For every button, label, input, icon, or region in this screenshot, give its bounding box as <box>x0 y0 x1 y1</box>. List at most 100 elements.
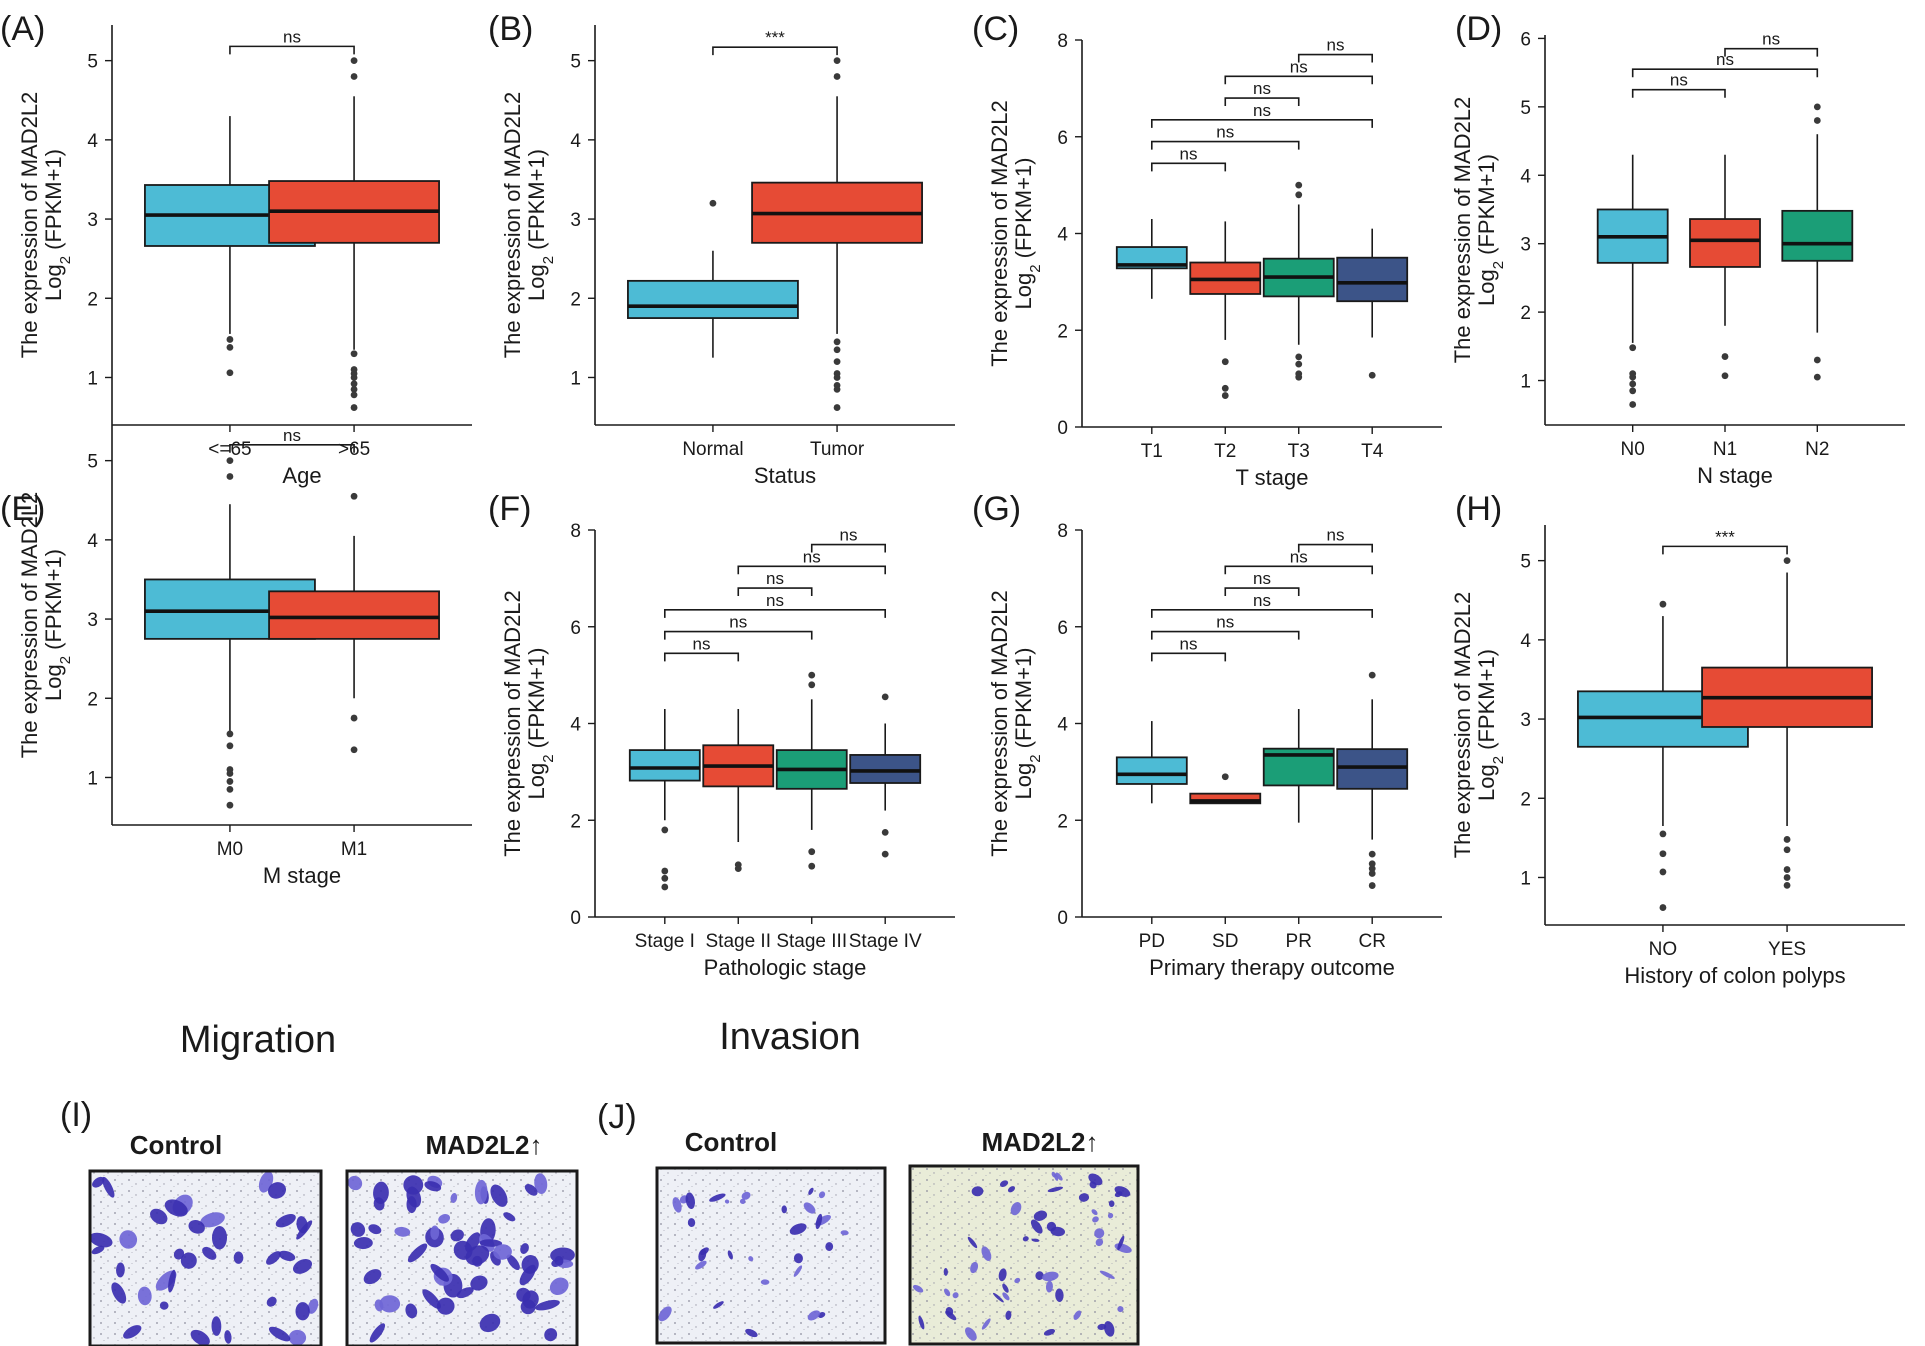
stained-cell <box>92 1176 105 1188</box>
stained-cell <box>522 1290 539 1309</box>
outlier-point-h <box>1659 868 1667 876</box>
stained-cell <box>808 1187 814 1195</box>
stained-cell <box>967 1236 978 1249</box>
significance-label-g: ns <box>1290 547 1308 566</box>
y-tick-label-g: 2 <box>1057 811 1068 832</box>
stained-cell <box>430 1225 440 1240</box>
y-tick-label-c: 0 <box>1057 418 1068 439</box>
stained-cell <box>672 1197 682 1213</box>
outlier-point-d <box>1629 344 1637 352</box>
stained-cell <box>685 1192 696 1210</box>
x-tick-label-h: YES <box>1768 939 1806 960</box>
stained-cell <box>1042 1271 1059 1282</box>
outlier-point-a <box>350 380 358 388</box>
stained-cell <box>1108 1200 1115 1208</box>
panel-label-c: (C) <box>972 10 1019 48</box>
outlier-point-f <box>881 693 889 701</box>
outlier-point-d <box>1721 372 1729 380</box>
stained-cell <box>200 1212 225 1228</box>
y-tick-label-a: 1 <box>87 368 98 389</box>
outlier-point-h <box>1783 881 1791 889</box>
stained-cell <box>695 1260 707 1270</box>
y-tick-label-g: 4 <box>1057 715 1068 736</box>
y-axis-title-c: The expression of MAD2L2 <box>987 100 1012 367</box>
stained-cell <box>436 1297 455 1315</box>
stained-cell <box>233 1251 244 1264</box>
y-tick-label-d: 2 <box>1520 303 1531 324</box>
significance-bracket-c <box>1224 75 1373 85</box>
outlier-point-h <box>1783 874 1791 881</box>
outlier-point-d <box>1721 353 1729 360</box>
stained-cell <box>1022 1236 1029 1242</box>
stained-cell <box>965 1327 977 1341</box>
outlier-point-e <box>226 778 234 785</box>
stained-cell <box>119 1230 138 1249</box>
stained-cell <box>1002 1283 1009 1293</box>
stained-cell <box>493 1244 512 1260</box>
y-axis-title-h: The expression of MAD2L2 <box>1450 592 1475 859</box>
stained-cell <box>724 1199 730 1204</box>
stained-cell <box>479 1239 503 1247</box>
stained-cell <box>825 1242 834 1251</box>
stained-cell <box>211 1316 222 1336</box>
outlier-point-e <box>226 801 234 809</box>
y-tick-label-c: 6 <box>1057 128 1068 149</box>
y-axis-subtitle-d: Log2 (FPKM+1) <box>1474 154 1507 306</box>
stained-cell <box>520 1243 529 1254</box>
panel-label-b: (B) <box>488 10 533 48</box>
stained-cell <box>698 1248 707 1262</box>
migration-image-0 <box>88 1169 323 1346</box>
stained-cell <box>456 1287 474 1299</box>
significance-bracket-c <box>1151 162 1227 172</box>
significance-bracket-g <box>1151 609 1373 618</box>
x-tick-label-g: SD <box>1212 931 1238 952</box>
invasion-image-0 <box>655 1166 887 1345</box>
outlier-point-b <box>833 358 841 366</box>
outlier-point-f <box>661 883 669 891</box>
panel-label-h: (H) <box>1455 490 1502 528</box>
outlier-point-b <box>709 199 717 207</box>
outlier-point-d <box>1813 356 1821 364</box>
stained-cell <box>727 1250 733 1260</box>
stained-cell <box>288 1329 307 1346</box>
stained-cell <box>307 1298 319 1314</box>
stained-cell <box>292 1259 313 1274</box>
stained-cell <box>1073 1310 1082 1320</box>
significance-label-c: ns <box>1253 79 1271 98</box>
outlier-point-e <box>226 785 234 793</box>
stained-cell <box>363 1269 382 1285</box>
x-axis-title-h: History of colon polyps <box>1624 963 1845 988</box>
y-tick-label-g: 8 <box>1057 521 1068 542</box>
invasion-image-frame <box>908 1164 1140 1346</box>
stained-cell <box>490 1184 508 1207</box>
stained-cell <box>347 1175 363 1191</box>
chart-panel-d: (D) 1 2 3 4 5 6 The expression of MAD2L2 Log2 (F… <box>1450 10 1905 488</box>
x-tick-label-c: T1 <box>1141 441 1163 462</box>
migration-control-label: Control <box>130 1130 222 1160</box>
stained-cell <box>535 1299 560 1311</box>
stained-cell <box>803 1202 816 1214</box>
outlier-point-h <box>1659 904 1667 911</box>
y-tick-label-b: 4 <box>570 131 581 152</box>
stained-cell <box>379 1295 401 1313</box>
y-axis-title-d: The expression of MAD2L2 <box>1450 97 1475 364</box>
stained-cell <box>818 1191 826 1199</box>
outlier-point-g <box>1368 882 1376 889</box>
stained-cell <box>1117 1235 1125 1251</box>
outlier-point-a <box>350 57 358 65</box>
stained-cell <box>709 1193 726 1202</box>
y-tick-label-e: 3 <box>87 610 98 631</box>
outlier-point-f <box>808 671 816 679</box>
stained-cell <box>970 1261 979 1274</box>
significance-label-f: ns <box>803 547 821 566</box>
outlier-point-b <box>833 404 841 411</box>
outlier-point-a <box>350 350 358 358</box>
outlier-point-d <box>1813 103 1821 111</box>
stained-cell <box>123 1325 142 1339</box>
stained-cell <box>470 1275 488 1291</box>
stained-cell <box>1030 1219 1043 1234</box>
x-tick-label-f: Stage III <box>776 931 847 952</box>
outlier-point-e <box>226 473 234 480</box>
stained-cell <box>1055 1172 1063 1181</box>
y-tick-label-e: 2 <box>87 689 98 710</box>
